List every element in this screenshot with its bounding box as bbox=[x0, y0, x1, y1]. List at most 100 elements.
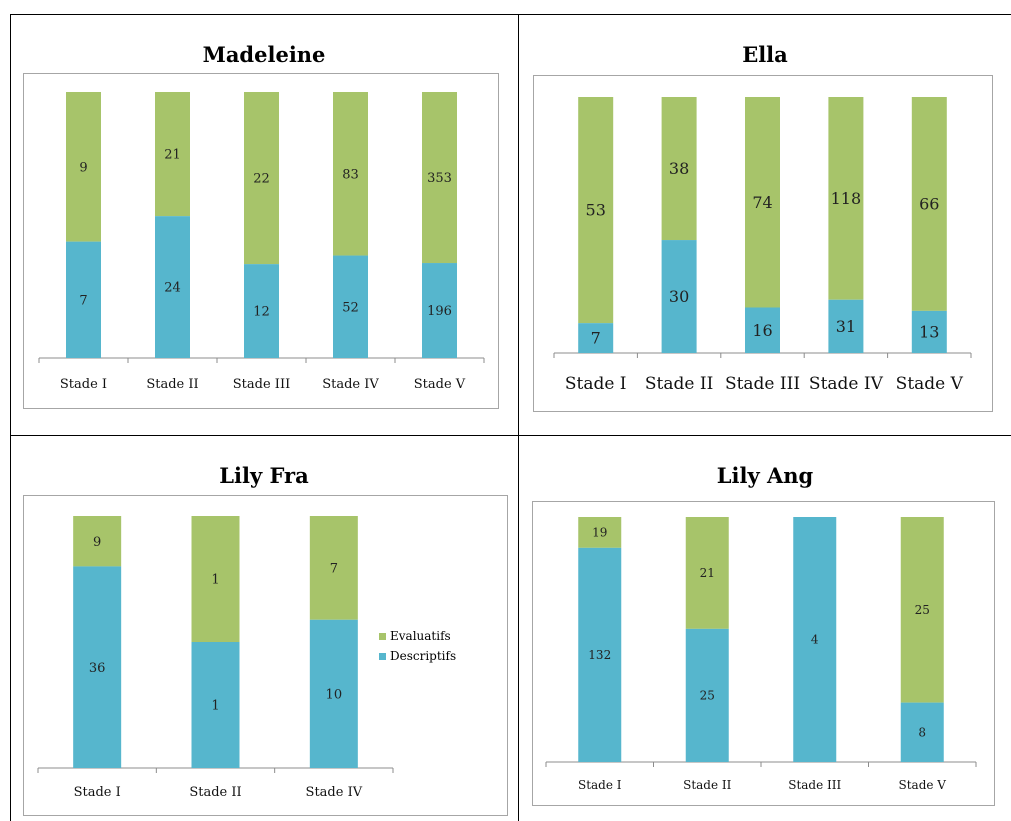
data-label-evaluatifs: 38 bbox=[669, 159, 689, 178]
data-label-evaluatifs: 19 bbox=[592, 526, 607, 540]
x-tick-label: Stade II bbox=[189, 785, 241, 800]
bar-evaluatifs bbox=[578, 517, 622, 548]
chart-ella: 53 7 Stade I 38 30 Stade II 74 16 Stade III 118 31… bbox=[553, 97, 972, 394]
bar-evaluatifs bbox=[911, 97, 947, 311]
data-label-descriptifs: 16 bbox=[752, 321, 772, 340]
data-label-descriptifs: 10 bbox=[326, 687, 343, 702]
bar-descriptifs bbox=[685, 628, 729, 762]
legend-item-evaluatifs: Evaluatifs bbox=[379, 626, 456, 646]
x-tick-label: Stade I bbox=[565, 374, 627, 394]
data-label-descriptifs: 36 bbox=[89, 661, 106, 676]
data-label-descriptifs: 8 bbox=[918, 726, 926, 740]
bar-descriptifs bbox=[73, 566, 122, 768]
x-tick-label: Stade IV bbox=[809, 374, 884, 394]
chart-area-lily-ang: 19 132 Stade I 21 25 Stade II 4 Stade III 25 8 Sta… bbox=[532, 501, 995, 806]
bar-evaluatifs bbox=[244, 92, 279, 265]
x-tick-label: Stade I bbox=[578, 778, 622, 792]
bar-evaluatifs bbox=[309, 516, 358, 620]
bar-evaluatifs bbox=[66, 92, 101, 242]
data-label-evaluatifs: 118 bbox=[831, 189, 862, 208]
x-tick-label: Stade IV bbox=[322, 377, 379, 392]
table-divider-horizontal bbox=[10, 435, 1011, 436]
table-border-left bbox=[10, 14, 11, 821]
bar-evaluatifs bbox=[422, 92, 457, 264]
chart-title-ella: Ella bbox=[742, 42, 788, 67]
data-label-evaluatifs: 9 bbox=[93, 535, 101, 550]
data-label-evaluatifs: 21 bbox=[700, 566, 715, 580]
x-tick-label: Stade III bbox=[725, 374, 800, 394]
data-label-descriptifs: 1 bbox=[211, 699, 219, 714]
data-label-descriptifs: 52 bbox=[342, 300, 359, 315]
bar-descriptifs bbox=[911, 310, 947, 353]
data-label-descriptifs: 132 bbox=[588, 648, 611, 662]
data-label-evaluatifs: 53 bbox=[586, 201, 606, 220]
data-label-evaluatifs: 25 bbox=[915, 603, 930, 617]
chart-lily-ang: 19 132 Stade I 21 25 Stade II 4 Stade III 25 8 Sta… bbox=[545, 517, 977, 792]
data-label-evaluatifs: 353 bbox=[427, 171, 452, 186]
data-label-descriptifs: 31 bbox=[836, 317, 856, 336]
bar-descriptifs bbox=[309, 619, 358, 768]
data-label-evaluatifs: 22 bbox=[253, 172, 270, 187]
chart-lily-fra: 9 36 Stade I 1 1 Stade II 7 10 Stade IV bbox=[37, 516, 394, 800]
chart-title-lily-fra: Lily Fra bbox=[219, 463, 309, 488]
data-label-descriptifs: 196 bbox=[427, 304, 452, 319]
legend: Evaluatifs Descriptifs bbox=[379, 626, 456, 666]
data-label-evaluatifs: 21 bbox=[164, 148, 181, 163]
bar-descriptifs bbox=[66, 241, 101, 358]
bar-descriptifs bbox=[191, 642, 240, 768]
x-tick-label: Stade IV bbox=[306, 785, 363, 800]
bar-descriptifs bbox=[745, 307, 780, 353]
bar-evaluatifs bbox=[828, 97, 864, 300]
bar-descriptifs bbox=[661, 240, 697, 353]
chart-title-lily-ang: Lily Ang bbox=[716, 463, 814, 488]
bar-evaluatifs bbox=[73, 516, 122, 567]
data-label-descriptifs: 12 bbox=[253, 305, 270, 320]
data-label-evaluatifs: 1 bbox=[211, 573, 219, 588]
data-label-evaluatifs: 7 bbox=[330, 561, 338, 576]
x-tick-label: Stade V bbox=[414, 377, 466, 392]
bar-evaluatifs bbox=[661, 97, 697, 241]
bar-descriptifs bbox=[155, 216, 190, 358]
x-tick-label: Stade II bbox=[683, 778, 732, 792]
legend-swatch-descriptifs bbox=[379, 652, 386, 660]
data-label-descriptifs: 7 bbox=[591, 329, 601, 348]
bar-descriptifs bbox=[578, 323, 614, 353]
data-label-descriptifs: 7 bbox=[79, 293, 87, 308]
chart-area-lily-fra: 9 36 Stade I 1 1 Stade II 7 10 Stade IV Evaluati… bbox=[23, 495, 508, 816]
x-tick-label: Stade V bbox=[896, 374, 964, 394]
legend-label-evaluatifs: Evaluatifs bbox=[390, 629, 451, 643]
data-label-descriptifs: 24 bbox=[164, 281, 181, 296]
bar-descriptifs bbox=[578, 547, 622, 762]
data-label-evaluatifs: 74 bbox=[752, 193, 772, 212]
bar-descriptifs bbox=[828, 299, 864, 353]
legend-swatch-evaluatifs bbox=[379, 632, 386, 640]
data-label-descriptifs: 13 bbox=[919, 323, 939, 342]
x-tick-label: Stade III bbox=[788, 778, 841, 792]
bar-evaluatifs bbox=[900, 517, 944, 703]
bar-descriptifs bbox=[900, 702, 944, 762]
bar-descriptifs bbox=[793, 517, 837, 762]
x-tick-label: Stade II bbox=[146, 377, 198, 392]
data-label-descriptifs: 4 bbox=[811, 633, 819, 647]
table-border-top bbox=[10, 14, 1011, 15]
x-tick-label: Stade II bbox=[645, 374, 713, 394]
x-tick-label: Stade I bbox=[60, 377, 107, 392]
legend-item-descriptifs: Descriptifs bbox=[379, 646, 456, 666]
bar-evaluatifs bbox=[578, 97, 614, 324]
table-divider-vertical bbox=[518, 14, 519, 821]
bar-evaluatifs bbox=[685, 517, 729, 629]
data-label-descriptifs: 25 bbox=[700, 689, 715, 703]
chart-madeleine: 9 7 Stade I 21 24 Stade II 22 12 Stade III 83 52 St… bbox=[38, 92, 485, 392]
bar-evaluatifs bbox=[333, 92, 368, 256]
legend-label-descriptifs: Descriptifs bbox=[390, 649, 457, 663]
data-label-descriptifs: 30 bbox=[669, 287, 689, 306]
chart-area-ella: 53 7 Stade I 38 30 Stade II 74 16 Stade III 118 31… bbox=[533, 75, 993, 412]
bar-evaluatifs bbox=[745, 97, 780, 308]
data-label-evaluatifs: 9 bbox=[79, 160, 87, 175]
bar-descriptifs bbox=[333, 255, 368, 358]
x-tick-label: Stade I bbox=[74, 785, 121, 800]
x-tick-label: Stade V bbox=[899, 778, 947, 792]
chart-area-madeleine: 9 7 Stade I 21 24 Stade II 22 12 Stade III 83 52 St… bbox=[23, 73, 499, 409]
bar-evaluatifs bbox=[155, 92, 190, 217]
bar-descriptifs bbox=[244, 264, 279, 358]
